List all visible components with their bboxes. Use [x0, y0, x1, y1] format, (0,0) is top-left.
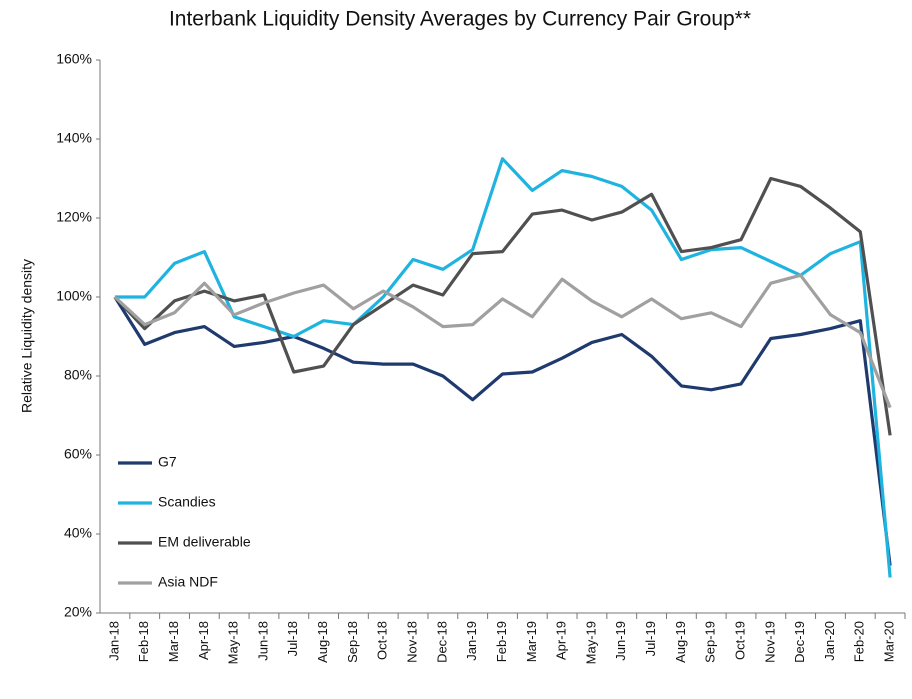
- x-tick-label: Sep-19: [703, 621, 718, 663]
- x-tick-label: Apr-18: [196, 621, 211, 660]
- series-line: [114, 157, 892, 578]
- y-tick-label: 80%: [64, 367, 92, 383]
- x-tick-label: Feb-18: [136, 621, 151, 662]
- x-tick-label: Aug-19: [673, 621, 688, 663]
- x-tick-label: Jul-18: [285, 621, 300, 656]
- y-tick-label: 60%: [64, 446, 92, 462]
- x-tick-label: Jun-18: [255, 621, 270, 661]
- y-axis-label: Relative Liquidity density: [19, 259, 35, 413]
- x-tick-label: Nov-19: [762, 621, 777, 663]
- x-tick-label: Mar-20: [882, 621, 897, 662]
- x-tick-label: Mar-18: [166, 621, 181, 662]
- x-tick-label: Jan-19: [464, 621, 479, 661]
- x-tick-label: May-18: [226, 621, 241, 664]
- x-tick-label: Jan-18: [106, 621, 121, 661]
- x-tick-label: Sep-18: [345, 621, 360, 663]
- y-tick-label: 120%: [56, 209, 92, 225]
- y-tick-label: 40%: [64, 525, 92, 541]
- series-line: [113, 273, 892, 409]
- x-tick-label: Oct-18: [375, 621, 390, 660]
- y-tick-label: 20%: [64, 604, 92, 620]
- series-line: [113, 176, 892, 436]
- legend-label: Scandies: [158, 494, 216, 510]
- x-tick-label: Jan-20: [822, 621, 837, 661]
- x-tick-label: Jun-19: [613, 621, 628, 661]
- x-tick-label: Dec-18: [434, 621, 449, 663]
- x-tick-label: Aug-18: [315, 621, 330, 663]
- x-tick-label: Jul-19: [643, 621, 658, 656]
- x-tick-label: Nov-18: [404, 621, 419, 663]
- x-tick-label: May-19: [583, 621, 598, 664]
- x-tick-label: Mar-19: [524, 621, 539, 662]
- y-tick-label: 100%: [56, 288, 92, 304]
- x-tick-label: Oct-19: [732, 621, 747, 660]
- series-line: [113, 296, 892, 566]
- x-tick-label: Apr-19: [554, 621, 569, 660]
- legend-label: EM deliverable: [158, 534, 251, 550]
- x-tick-label: Feb-20: [852, 621, 867, 662]
- x-tick-label: Feb-19: [494, 621, 509, 662]
- x-tick-label: Dec-19: [792, 621, 807, 663]
- y-tick-label: 160%: [56, 51, 92, 67]
- legend-label: Asia NDF: [158, 574, 218, 590]
- chart-title: Interbank Liquidity Density Averages by …: [169, 8, 751, 31]
- y-tick-label: 140%: [56, 130, 92, 146]
- legend-label: G7: [158, 454, 177, 470]
